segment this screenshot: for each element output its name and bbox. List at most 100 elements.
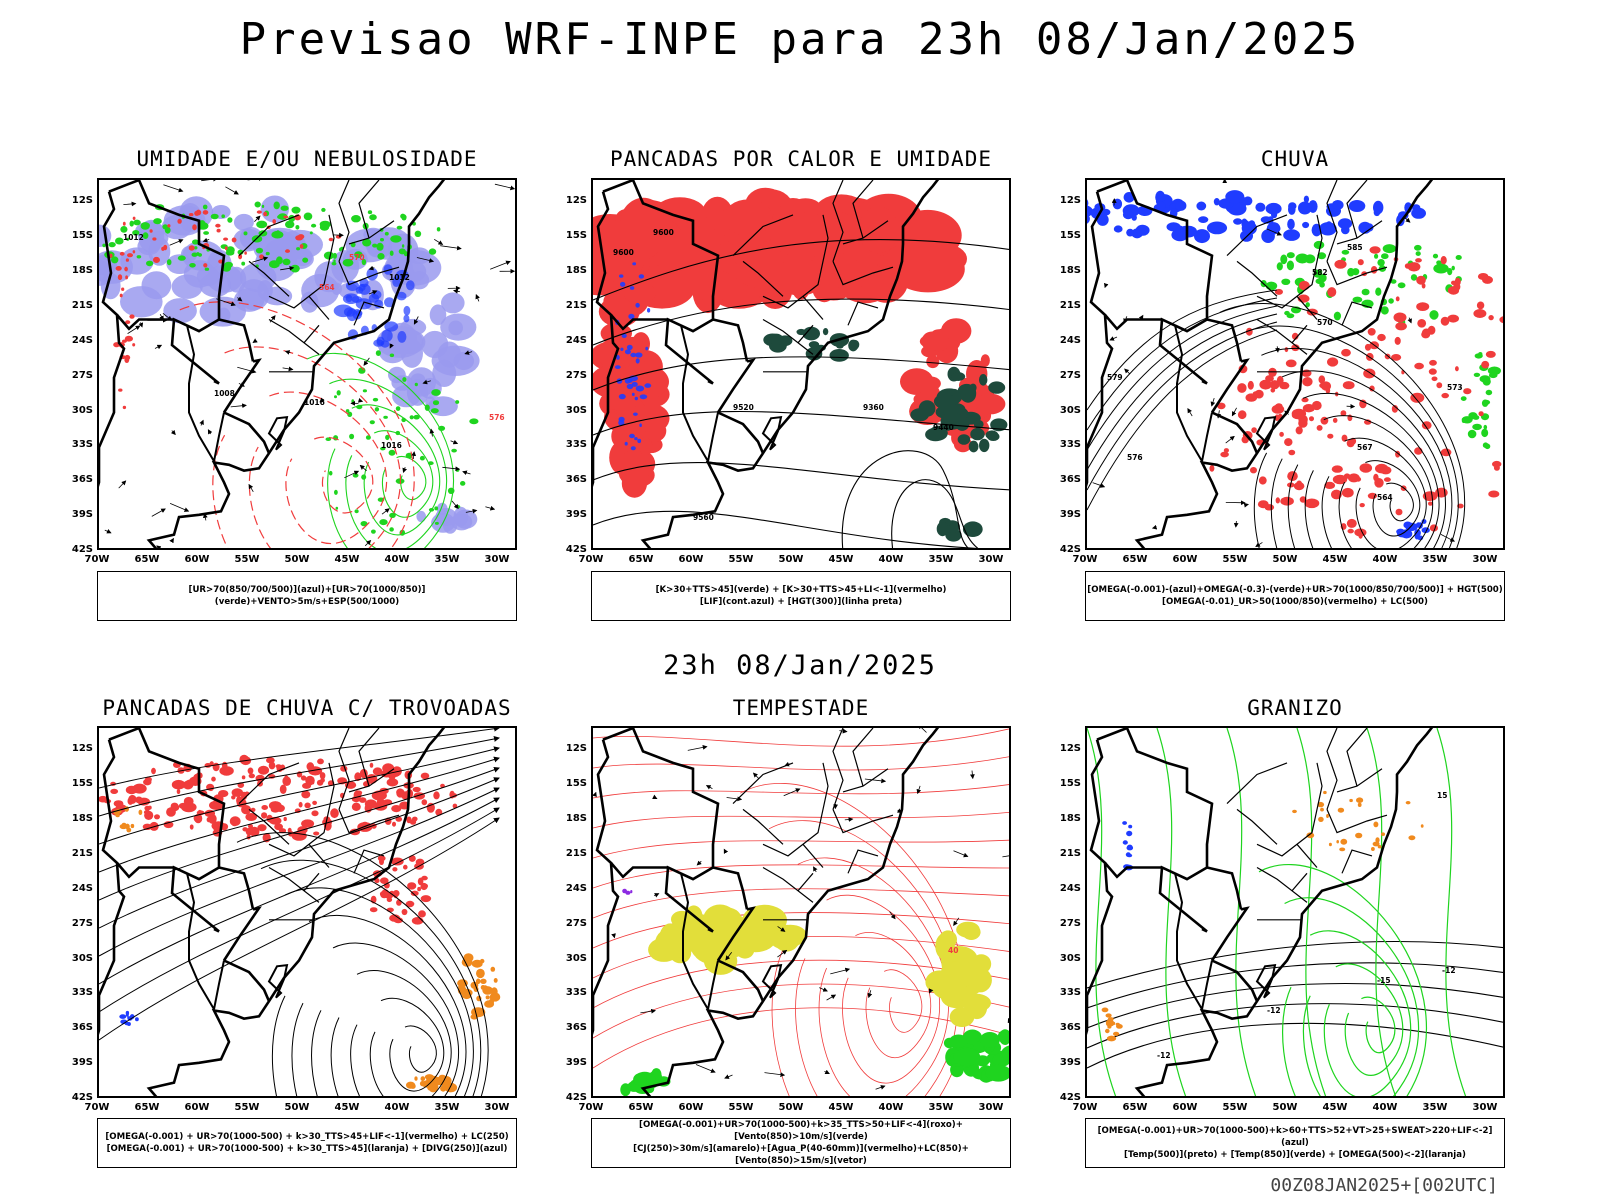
wind-vector [1407, 317, 1412, 324]
state-border [1236, 808, 1278, 845]
shaded-field-blob [268, 801, 282, 811]
latitude-tick-label: 24S [565, 334, 587, 346]
legend-line: [OMEGA(-0.001) + UR>70(1000-500) + k>30_… [106, 1144, 508, 1154]
shaded-field-blob [1247, 380, 1254, 390]
shaded-field-blob [1327, 287, 1337, 297]
shaded-field-blob [951, 372, 966, 381]
shaded-field-blob [108, 242, 116, 248]
shaded-field-blob [1265, 202, 1282, 215]
shaded-field-blob [125, 320, 131, 325]
shaded-field-blob [1407, 262, 1421, 272]
wind-vector [252, 256, 269, 263]
shaded-field-blob [369, 214, 377, 221]
wind-vector [1243, 502, 1249, 508]
state-border [338, 728, 350, 810]
shaded-field-blob [405, 900, 415, 908]
longitude-tick-label: 40W [878, 1102, 904, 1113]
shaded-field-blob [1473, 309, 1487, 318]
state-border [303, 872, 320, 892]
shaded-field-blob [634, 437, 638, 441]
latitude-tick-label: 18S [1059, 265, 1081, 276]
state-border [1296, 843, 1318, 868]
longitude-tick-label: 50W [284, 554, 310, 565]
shaded-field-blob [620, 281, 626, 287]
contour-value-label: 1012 [123, 233, 144, 242]
shaded-field-blob [109, 253, 113, 258]
meteorological-fields [593, 187, 1009, 548]
shaded-field-blob [333, 304, 353, 318]
wind-vector [138, 322, 144, 328]
shaded-field-blob [1431, 376, 1438, 382]
shaded-field-blob [420, 882, 428, 891]
shaded-field-blob [1284, 310, 1290, 316]
shaded-field-blob [188, 245, 195, 251]
shaded-field-blob [1196, 201, 1207, 211]
shaded-field-blob [1488, 490, 1500, 498]
latitude-tick-label: 39S [71, 1057, 93, 1069]
shaded-field-blob [369, 420, 375, 425]
shaded-field-blob [1355, 832, 1363, 839]
shaded-field-blob [631, 381, 638, 387]
hgt500-contour [1087, 289, 1278, 411]
shaded-field-blob [375, 350, 381, 356]
shaded-field-blob [1340, 410, 1347, 417]
country-border [99, 739, 126, 1036]
shaded-field-blob [224, 261, 233, 268]
wind-vector [875, 1085, 886, 1090]
shaded-field-blob [132, 250, 136, 254]
shaded-field-blob [858, 206, 899, 253]
shaded-field-blob [1342, 381, 1355, 390]
longitude-tick-label: 30W [1472, 554, 1498, 565]
shaded-field-blob [1420, 824, 1424, 828]
longitude-tick-label: 55W [1222, 554, 1248, 565]
shaded-field-blob [198, 220, 206, 228]
longitude-tick-label: 35W [1422, 554, 1448, 565]
country-border [108, 728, 255, 910]
shaded-field-blob [1334, 259, 1347, 269]
shaded-field-blob [351, 399, 355, 403]
river [1201, 960, 1213, 1010]
shaded-field-blob [1220, 451, 1229, 458]
temp850-contour [1087, 728, 1117, 1096]
shaded-field-blob [626, 344, 633, 350]
country-border [602, 180, 749, 362]
shaded-field-blob [285, 249, 290, 253]
shaded-field-blob [221, 214, 225, 218]
temp850-contour [1361, 996, 1396, 1054]
wind-vector [368, 265, 375, 271]
wind-vector [225, 186, 239, 195]
shaded-field-blob [283, 215, 289, 219]
wind-vector [319, 397, 325, 403]
shaded-field-blob [334, 395, 337, 399]
longitude-tick-label: 60W [678, 554, 704, 565]
shaded-field-blob [1286, 252, 1295, 259]
shaded-field-blob [452, 803, 458, 809]
shaded-field-blob [283, 816, 287, 822]
shaded-field-blob [382, 799, 393, 806]
shaded-field-blob [365, 435, 371, 440]
state-border [1346, 728, 1368, 787]
shaded-field-blob [143, 778, 152, 786]
lc850-contour [593, 811, 1009, 829]
shaded-field-blob [359, 797, 367, 803]
latitude-tick-label: 21S [565, 847, 587, 859]
shaded-field-blob [1361, 288, 1370, 296]
shaded-field-blob [142, 232, 149, 239]
lc850-contour [593, 864, 1009, 889]
latitude-tick-label: 12S [71, 743, 93, 755]
shaded-field-blob [197, 809, 202, 815]
shaded-field-blob [410, 890, 419, 896]
map-plot: 585 582 579 576 573 570 567 564 [1087, 180, 1503, 548]
shaded-field-blob [1363, 368, 1376, 379]
shaded-field-blob [633, 412, 638, 416]
shaded-field-blob [1332, 417, 1338, 423]
shaded-field-blob [623, 282, 657, 304]
shaded-field-blob [1306, 832, 1315, 839]
shaded-field-blob [1359, 463, 1373, 473]
shaded-field-blob [296, 247, 301, 251]
shaded-field-blob [1324, 481, 1336, 489]
temp500-contour [1087, 962, 1503, 1009]
shaded-field-blob [460, 481, 466, 486]
shaded-field-blob [626, 347, 646, 367]
legend-line: [Temp(500)](preto) + [Temp(850)](verde) … [1124, 1150, 1466, 1160]
